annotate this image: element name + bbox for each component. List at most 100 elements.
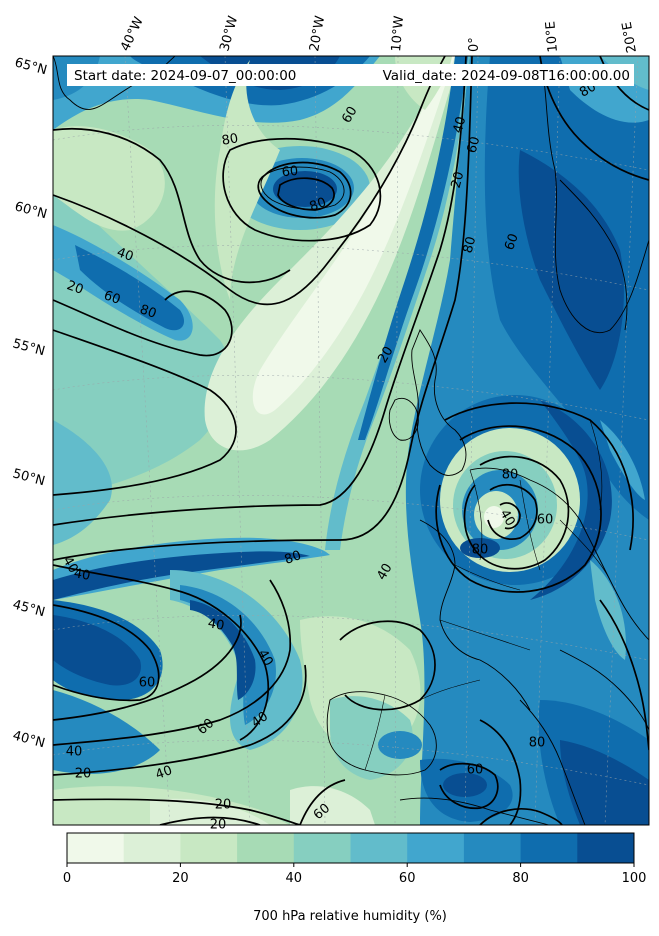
- latitude-labels: 65°N 60°N 55°N 50°N 45°N 40°N: [11, 55, 49, 751]
- contour-line-40: [53, 579, 292, 746]
- contour-label: 80: [461, 235, 480, 255]
- longitude-labels: 40°W 30°W 20°W 10°W 0° 10°E 20°E: [118, 14, 640, 54]
- info-banner: [67, 64, 634, 86]
- contour-label: 60: [467, 763, 484, 778]
- lat-label: 45°N: [11, 597, 47, 620]
- coastline-scandinavia: [539, 56, 649, 334]
- contour-label: 60: [139, 676, 156, 691]
- contour-line-20: [53, 56, 467, 526]
- contour-line-80: [257, 161, 352, 219]
- humidity-patch: [190, 600, 256, 700]
- lat-label: 50°N: [11, 466, 47, 489]
- contour-line-40: [53, 56, 446, 306]
- border: [364, 694, 386, 771]
- lat-label: 65°N: [13, 55, 49, 78]
- graticule-meridian: [534, 56, 561, 825]
- graticule-meridian: [314, 56, 326, 825]
- graticule-meridian: [224, 56, 251, 825]
- lon-label: 10°E: [543, 21, 561, 53]
- colorbar-tick-label: 20: [172, 871, 189, 886]
- contour-label: 40: [66, 745, 83, 760]
- humidity-patch: [204, 56, 460, 451]
- humidity-patch: [443, 773, 487, 797]
- coastlines: [53, 56, 649, 825]
- humidity-patch: [180, 585, 276, 725]
- contour-line-40: [487, 483, 538, 540]
- graticule-meridian: [394, 56, 399, 825]
- border: [439, 619, 531, 651]
- contour-line-60: [479, 719, 522, 825]
- graticule-parallel: [53, 615, 649, 661]
- border: [469, 469, 483, 561]
- graticule: [53, 56, 649, 825]
- humidity-patch: [330, 696, 413, 780]
- humidity-patch: [53, 690, 160, 774]
- colorbar-bin: [463, 833, 522, 863]
- graticule-parallel: [53, 125, 649, 171]
- graticule-meridian: [464, 56, 479, 825]
- humidity-patch: [290, 786, 375, 825]
- colorbar: [67, 833, 635, 863]
- contour-line-40: [53, 664, 307, 776]
- graticule-parallel: [53, 375, 649, 421]
- contour-label: 40: [451, 115, 470, 135]
- graticule-parallel: [53, 495, 649, 541]
- contour-line-80: [444, 402, 634, 551]
- contour-line-60: [463, 455, 570, 570]
- colorbar-tick-label: 40: [286, 871, 303, 886]
- contour-line-20: [159, 816, 261, 825]
- contour-label: 40: [154, 763, 175, 783]
- colorbar-tick-label: 80: [512, 871, 529, 886]
- humidity-patch: [530, 400, 612, 600]
- colorbar-bin: [180, 833, 238, 863]
- contour-line-40: [479, 808, 563, 825]
- colorbar-ticks: 0 20 40 60 80 100: [63, 863, 647, 886]
- contour-label: 40: [374, 561, 395, 583]
- border: [559, 519, 611, 581]
- contour-line-40: [53, 56, 473, 561]
- contour-line-60: [439, 762, 499, 810]
- colorbar-title: 700 hPa relative humidity (%): [253, 909, 447, 924]
- contour-line-80: [435, 425, 602, 593]
- humidity-patch: [378, 731, 422, 759]
- contour-label: 20: [75, 767, 92, 782]
- contour-line-60: [599, 599, 649, 751]
- colorbar-bin: [407, 833, 465, 863]
- contour-label: 40: [115, 245, 136, 265]
- colorbar-bin: [577, 833, 635, 863]
- coastline-balkans: [559, 649, 649, 731]
- contour-label: 60: [502, 232, 522, 253]
- contour-line-80: [277, 177, 335, 211]
- lon-label: 40°W: [118, 15, 147, 54]
- colorbar-bin: [350, 833, 408, 863]
- border: [419, 679, 481, 701]
- coastline-continent: [469, 467, 649, 641]
- contour-label: 80: [221, 131, 240, 149]
- lat-label: 60°N: [13, 199, 49, 222]
- contour-line-60: [53, 127, 291, 284]
- colorbar-tick-label: 100: [622, 871, 647, 886]
- humidity-patch: [53, 420, 112, 545]
- contour-line-40: [339, 620, 436, 711]
- border: [454, 564, 521, 591]
- humidity-patch: [53, 126, 165, 231]
- contour-label: 60: [465, 135, 484, 155]
- humidity-patch: [518, 150, 624, 390]
- contour-label: 60: [537, 513, 554, 528]
- humidity-patch: [170, 570, 303, 750]
- graticule-parallel: [53, 245, 649, 291]
- contour-label: 60: [102, 288, 123, 308]
- contour-line-60: [599, 56, 649, 111]
- contour-label: 40: [496, 507, 517, 529]
- lon-label: 10°W: [389, 15, 407, 52]
- contour-line-60: [53, 290, 233, 357]
- contour-label: 80: [529, 736, 546, 751]
- coastline-great-britain: [411, 329, 467, 476]
- border: [589, 419, 603, 511]
- humidity-patch: [53, 551, 310, 600]
- contour-label: 20: [375, 344, 396, 366]
- lat-label: 40°N: [11, 728, 47, 751]
- lat-label: 55°N: [11, 336, 47, 359]
- contour-line-60: [53, 604, 160, 702]
